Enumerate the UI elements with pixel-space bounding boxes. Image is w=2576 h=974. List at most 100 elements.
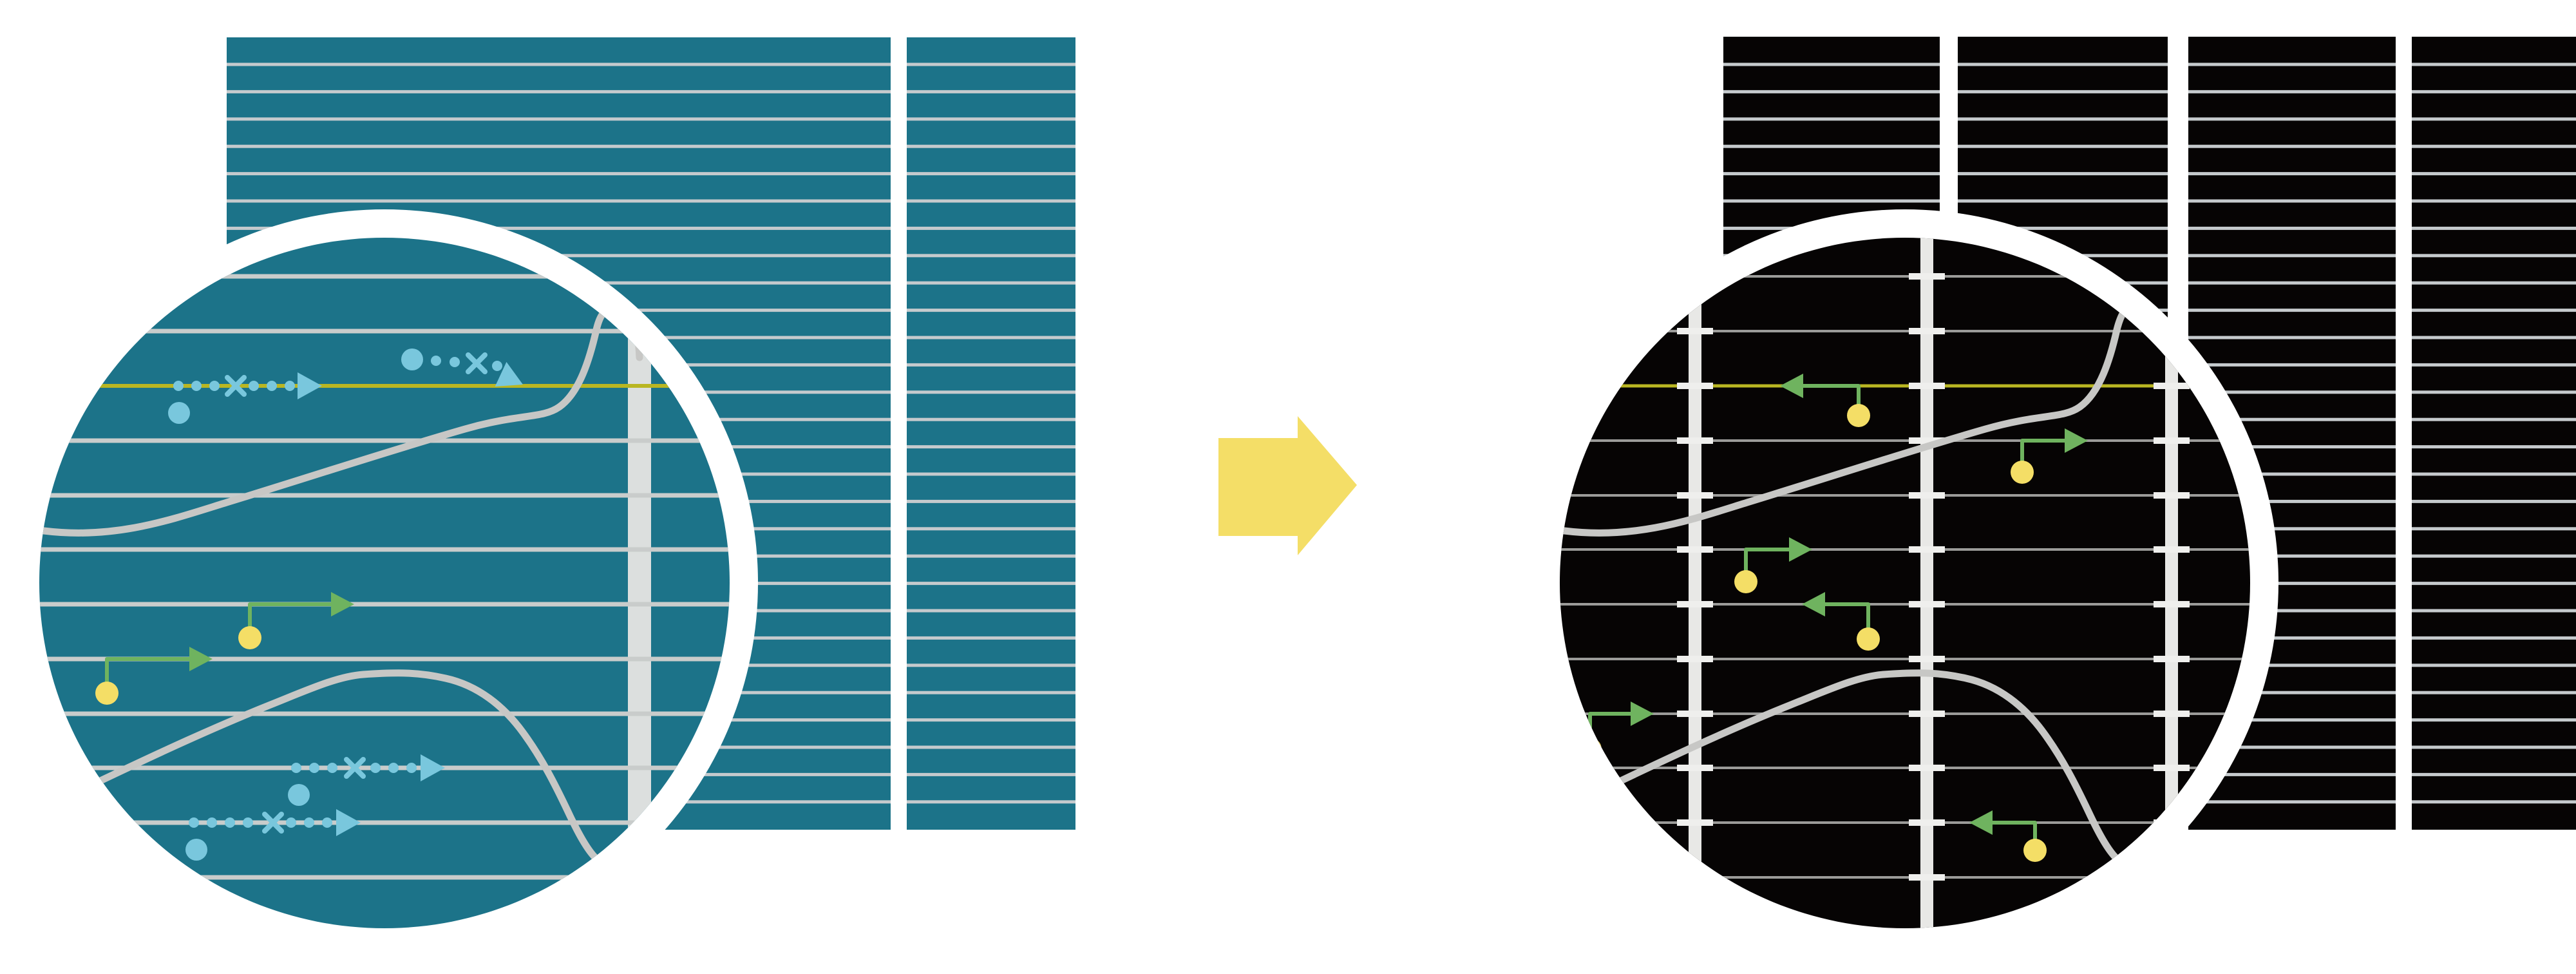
- electron-arrowhead-icon: [336, 809, 361, 836]
- left-strip-cell-finger-line: [907, 718, 1075, 722]
- left-strip-cell-finger-line: [907, 745, 1075, 749]
- electron-path-dot: [304, 817, 314, 828]
- left-strip-cell-finger-line: [907, 472, 1075, 476]
- transform-arrow-icon: [1218, 416, 1357, 555]
- left-strip-cell-finger-line: [907, 144, 1075, 148]
- busbar-pad: [1677, 656, 1713, 662]
- electron-path-dot: [207, 817, 217, 828]
- right-cell-column-4-finger-line: [2412, 499, 2576, 503]
- hole-arrowhead-icon: [189, 647, 213, 671]
- busbar-pad: [1909, 328, 1945, 334]
- right-cell-column-3-finger-line: [2188, 90, 2396, 93]
- electron-dot: [185, 839, 207, 861]
- recombination-x-icon: [466, 352, 488, 374]
- magnified-finger-line: [39, 820, 730, 825]
- busbar-pad: [1677, 546, 1713, 553]
- magnified-finger-line: [39, 602, 730, 607]
- electron-path-dot: [267, 381, 277, 391]
- magnified-finger-line: [1560, 548, 2250, 551]
- hole-dot: [2023, 839, 2047, 862]
- magnified-finger-line: [1560, 494, 2250, 497]
- right-cell-column-4-finger-line: [2412, 172, 2576, 176]
- electron-path-dot: [309, 763, 319, 773]
- magnified-finger-line: [1560, 658, 2250, 660]
- right-cell-column-4-finger-line: [2412, 226, 2576, 230]
- highlighted-finger-line: [39, 384, 730, 388]
- right-cell-column-3-finger-line: [2188, 144, 2396, 148]
- electron-path-dot: [431, 356, 441, 366]
- magnified-finger-line: [1560, 439, 2250, 442]
- electron-path-dot: [189, 817, 199, 828]
- magnified-finger-line: [1560, 275, 2250, 278]
- right-cell-column-3-finger-line: [2188, 62, 2396, 66]
- busbar-pad: [1909, 601, 1945, 607]
- right-cell-column-2-finger-line: [1958, 172, 2168, 176]
- magnified-finger-line: [1560, 603, 2250, 606]
- busbar-pad: [1677, 437, 1713, 444]
- right-cell-column-4-finger-line: [2412, 718, 2576, 722]
- hole-dot: [1847, 404, 1870, 427]
- right-cell-column-4-finger-line: [2412, 90, 2576, 93]
- right-cell-column-3-finger-line: [2188, 417, 2396, 421]
- left-main-cell-finger-line: [227, 144, 891, 148]
- hole-arrowhead-icon: [2065, 428, 2088, 453]
- magnified-finger-line: [39, 438, 730, 443]
- right-cell-column-1-finger-line: [1723, 62, 1940, 66]
- right-cell-column-3-finger-line: [2188, 745, 2396, 749]
- right-cell-column-1-finger-line: [1723, 117, 1940, 121]
- right-cell-column-3-finger-line: [2188, 582, 2396, 586]
- right-magnifier: [1531, 209, 2278, 957]
- left-magnifier: [11, 209, 758, 957]
- right-cell-column-3-finger-line: [2188, 281, 2396, 285]
- electron-path-dot: [322, 817, 332, 828]
- electron-path-dot: [406, 763, 417, 773]
- electron-path-dot: [327, 763, 337, 773]
- right-cell-column-4-finger-line: [2412, 390, 2576, 394]
- left-strip-cell-finger-line: [907, 117, 1075, 121]
- busbar-pad: [2154, 383, 2190, 389]
- recombination-x-icon: [344, 757, 366, 779]
- left-main-cell-finger-line: [227, 226, 891, 230]
- busbar-pad: [1909, 819, 1945, 826]
- left-strip-cell-finger-line: [907, 309, 1075, 312]
- busbar-pad: [1677, 383, 1713, 389]
- electron-path-dot: [492, 361, 502, 371]
- right-cell-column-4-finger-line: [2412, 609, 2576, 613]
- busbar-pad: [1909, 656, 1945, 662]
- magnified-finger-line: [39, 711, 730, 716]
- left-main-cell-finger-line: [227, 90, 891, 93]
- right-cell-column-3-finger-line: [2188, 718, 2396, 722]
- electron-path-dot: [285, 381, 295, 391]
- left-strip-cell-finger-line: [907, 336, 1075, 339]
- recombination-x-icon: [262, 812, 284, 834]
- busbar-pad: [1677, 819, 1713, 826]
- right-cell-column-2-finger-line: [1958, 144, 2168, 148]
- right-cell-column-3-finger-line: [2188, 117, 2396, 121]
- left-main-cell-finger-line: [227, 117, 891, 121]
- left-strip-cell-finger-line: [907, 363, 1075, 367]
- magnified-finger-line: [39, 329, 730, 334]
- busbar-pad: [2154, 656, 2190, 662]
- right-cell-column-4-finger-line: [2412, 254, 2576, 258]
- hole-arrowhead-icon: [1631, 702, 1654, 726]
- left-strip-cell-finger-line: [907, 636, 1075, 640]
- left-strip-cell: [907, 37, 1075, 830]
- electron-path-dot: [191, 381, 202, 391]
- right-cell-column-2-finger-line: [1958, 90, 2168, 93]
- left-strip-cell-finger-line: [907, 390, 1075, 394]
- busbar-pad: [1677, 492, 1713, 499]
- right-magnifier-content: [1560, 238, 2250, 928]
- electron-path-dot: [173, 381, 184, 391]
- electron-arrowhead-icon: [421, 754, 445, 781]
- grain-boundary-curve: [1617, 669, 2121, 863]
- busbar-pad: [2154, 437, 2190, 444]
- hole-arrowhead-icon: [1789, 537, 1812, 562]
- right-cell-column-3-finger-line: [2188, 172, 2396, 176]
- busbar-pad: [1677, 711, 1713, 717]
- left-strip-cell-finger-line: [907, 445, 1075, 449]
- busbar-pad: [1909, 273, 1945, 280]
- left-strip-cell-finger-line: [907, 226, 1075, 230]
- magnified-finger-line: [1560, 330, 2250, 332]
